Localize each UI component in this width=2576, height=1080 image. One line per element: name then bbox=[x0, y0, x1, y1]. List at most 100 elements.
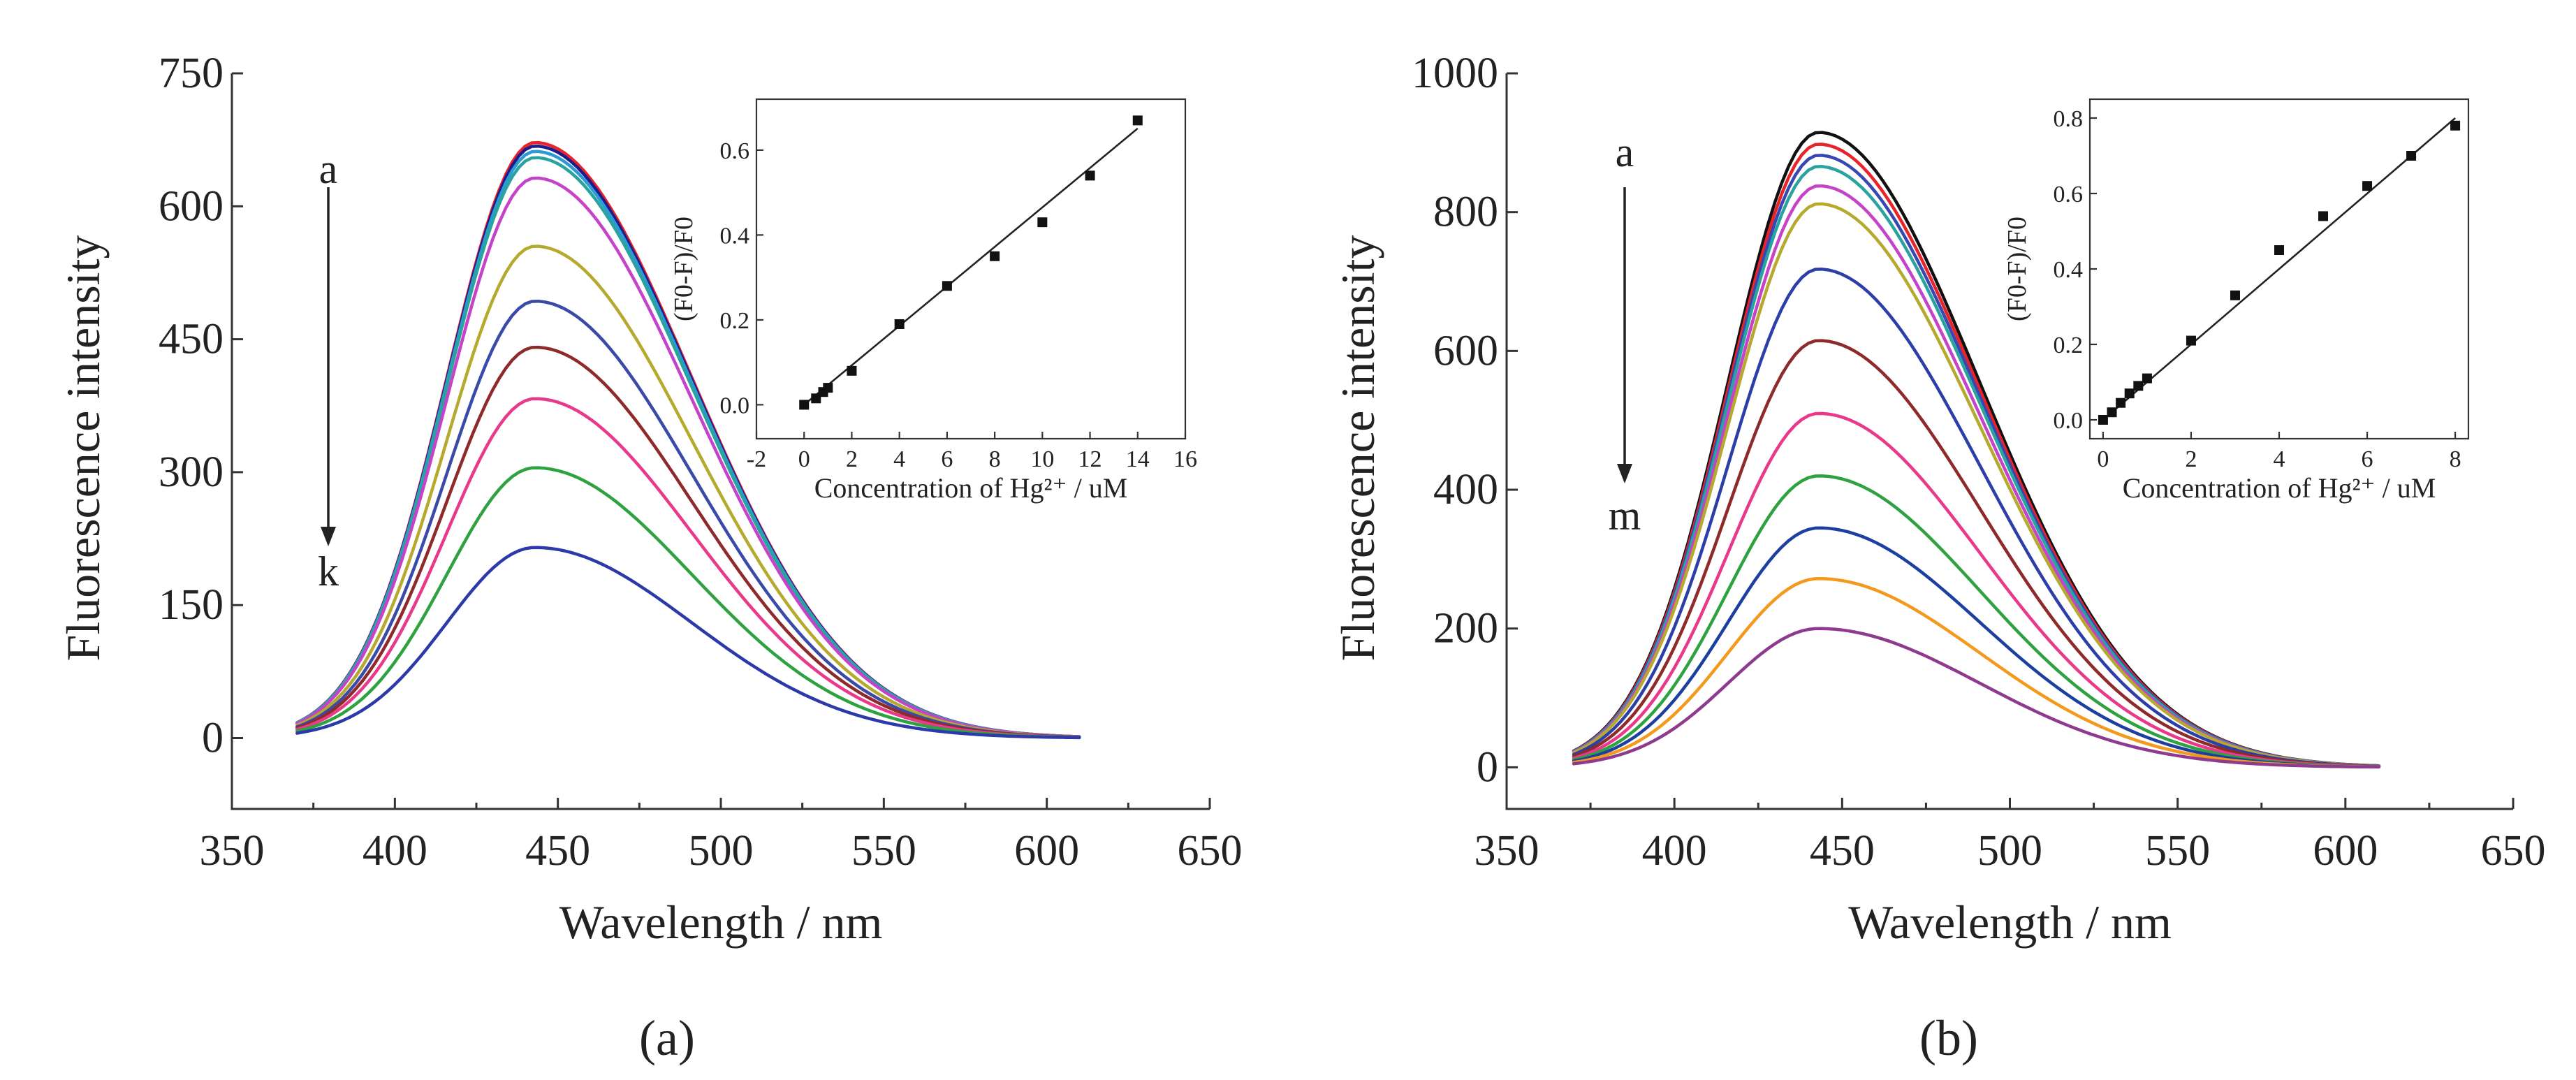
arrow-start-label: a bbox=[319, 146, 338, 192]
y-axis-label: Fluorescence intensity bbox=[1331, 235, 1384, 662]
inset-x-tick-label: 8 bbox=[2450, 446, 2461, 472]
x-tick-label: 550 bbox=[851, 827, 916, 875]
inset-data-point bbox=[2133, 381, 2144, 391]
y-tick-label: 200 bbox=[1433, 605, 1498, 652]
spectrum-curve-f bbox=[295, 245, 1081, 739]
y-tick-label: 750 bbox=[159, 50, 224, 97]
x-tick-label: 350 bbox=[1474, 827, 1539, 875]
x-tick-label: 600 bbox=[2313, 827, 2378, 875]
panel-label: (a) bbox=[639, 1010, 695, 1066]
inset-x-tick-label: 4 bbox=[893, 446, 905, 472]
y-tick-label: 800 bbox=[1433, 189, 1498, 236]
arrow-head bbox=[321, 527, 336, 546]
spectrum-curve-h bbox=[1572, 339, 2381, 768]
x-axis-label: Wavelength / nm bbox=[559, 896, 883, 949]
inset-x-tick-label: 0 bbox=[798, 446, 810, 472]
y-tick-label: 600 bbox=[1433, 327, 1498, 374]
inset-y-tick-label: 0.4 bbox=[2054, 257, 2084, 283]
inset-y-tick-label: 0.6 bbox=[720, 138, 750, 164]
arrow-head bbox=[1617, 464, 1632, 483]
inset-y-tick-label: 0.2 bbox=[720, 308, 750, 334]
inset-y-tick-label: 0.0 bbox=[720, 393, 750, 418]
inset-data-point bbox=[2107, 407, 2117, 418]
inset-data-point bbox=[2318, 211, 2329, 221]
spectrum-curve-m bbox=[1572, 627, 2381, 769]
spectrum-curve-k bbox=[1572, 526, 2381, 768]
y-tick-label: 600 bbox=[159, 182, 224, 230]
inset-data-point bbox=[847, 365, 857, 376]
y-tick-label: 1000 bbox=[1412, 50, 1498, 97]
inset-x-tick-label: -2 bbox=[747, 446, 766, 472]
inset-x-tick-label: 2 bbox=[2185, 446, 2197, 472]
inset-y-axis-label: (F0-F)/F0 bbox=[2003, 217, 2032, 321]
spectrum-curve-i bbox=[295, 397, 1081, 739]
spectrum-curve-g bbox=[1572, 268, 2381, 768]
y-tick-label: 300 bbox=[159, 448, 224, 496]
inset-x-tick-label: 4 bbox=[2274, 446, 2285, 472]
inset-data-point bbox=[2098, 415, 2108, 425]
x-tick-label: 550 bbox=[2145, 827, 2210, 875]
spectrum-curve-j bbox=[295, 466, 1081, 739]
inset-x-tick-label: 0 bbox=[2097, 446, 2109, 472]
spectrum-curve-a bbox=[1572, 131, 2381, 768]
inset-y-tick-label: 0.4 bbox=[720, 223, 750, 249]
inset-data-point bbox=[2142, 373, 2152, 384]
y-axis-label: Fluorescence intensity bbox=[57, 235, 110, 662]
inset-data-point bbox=[1037, 217, 1048, 228]
x-tick-label: 450 bbox=[525, 827, 590, 875]
inset-y-axis-label: (F0-F)/F0 bbox=[669, 217, 698, 321]
inset-data-point bbox=[1085, 170, 1095, 181]
inset-data-point bbox=[823, 383, 833, 393]
spectrum-curve-e bbox=[295, 176, 1081, 738]
x-tick-label: 400 bbox=[1642, 827, 1707, 875]
inset-y-tick-label: 0.2 bbox=[2054, 333, 2084, 358]
spectrum-curve-i bbox=[1572, 411, 2381, 768]
x-tick-label: 350 bbox=[200, 827, 265, 875]
x-tick-label: 450 bbox=[1810, 827, 1875, 875]
y-tick-label: 0 bbox=[202, 715, 224, 762]
panel-a: 350 400 450 500 550 600 650 0 150 300 450 600 750 Wav… bbox=[57, 50, 1243, 1066]
inset-data-point bbox=[2450, 120, 2461, 131]
inset-x-tick-label: 2 bbox=[846, 446, 858, 472]
arrow-end-label: k bbox=[318, 548, 339, 594]
inset-data-point bbox=[2230, 290, 2240, 300]
panel-b: 350 400 450 500 550 600 650 0 200 400 600 800 1000 Wa… bbox=[1331, 50, 2546, 1066]
arrow-start-label: a bbox=[1616, 129, 1634, 175]
inset-data-point bbox=[2274, 245, 2284, 255]
x-tick-label: 600 bbox=[1014, 827, 1079, 875]
inset-data-point bbox=[2116, 397, 2126, 408]
inset-data-point bbox=[990, 251, 1000, 261]
inset-y-tick-label: 0.6 bbox=[2054, 182, 2084, 207]
x-axis-label: Wavelength / nm bbox=[1848, 896, 2172, 949]
inset-x-tick-label: 8 bbox=[989, 446, 1001, 472]
inset-data-point bbox=[799, 400, 810, 410]
inset-y-tick-label: 0.8 bbox=[2054, 106, 2084, 132]
inset-fit-line bbox=[803, 127, 1139, 406]
spectrum-curve-f bbox=[1572, 202, 2381, 768]
inset-data-point bbox=[942, 281, 952, 291]
x-tick-label: 500 bbox=[689, 827, 754, 875]
x-tick-label: 400 bbox=[363, 827, 427, 875]
inset-x-tick-label: 16 bbox=[1173, 446, 1197, 472]
inset-x-tick-label: 12 bbox=[1078, 446, 1102, 472]
inset-plot: -2 0 2 4 6 8 10 12 14 16 0.0 0.2 0.4 0.6 Concentration… bbox=[669, 98, 1197, 504]
inset-plot: 0 2 4 6 8 0.0 0.2 0.4 0.6 0.8 Concentration of Hg²… bbox=[2003, 98, 2470, 504]
inset-x-tick-label: 6 bbox=[2362, 446, 2373, 472]
inset-data-point bbox=[2406, 151, 2417, 161]
x-tick-label: 500 bbox=[1977, 827, 2042, 875]
inset-data-point bbox=[1132, 115, 1143, 126]
inset-x-axis-label: Concentration of Hg²⁺ / uM bbox=[814, 472, 1128, 504]
arrow-end-label: m bbox=[1609, 492, 1641, 539]
y-tick-label: 400 bbox=[1433, 466, 1498, 513]
x-tick-label: 650 bbox=[1178, 827, 1243, 875]
inset-data-point bbox=[2362, 181, 2373, 191]
spectrum-curve-k bbox=[295, 546, 1081, 740]
inset-fit-line bbox=[2102, 117, 2456, 421]
inset-data-point bbox=[894, 319, 905, 329]
inset-x-tick-label: 6 bbox=[941, 446, 953, 472]
panel-label: (b) bbox=[1919, 1010, 1978, 1066]
inset-x-tick-label: 10 bbox=[1030, 446, 1054, 472]
inset-y-tick-label: 0.0 bbox=[2054, 408, 2084, 434]
y-tick-label: 450 bbox=[159, 316, 224, 363]
